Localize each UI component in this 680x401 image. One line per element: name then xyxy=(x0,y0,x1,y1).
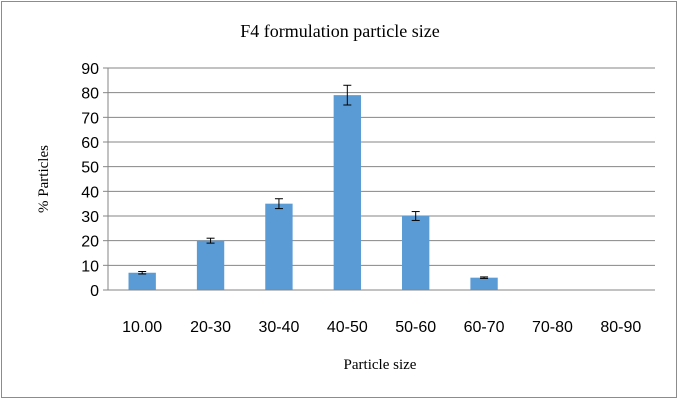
x-tick-label: 20-30 xyxy=(190,319,231,336)
bar xyxy=(196,240,225,290)
gridlines xyxy=(108,67,655,266)
y-tick-label: 50 xyxy=(81,160,99,177)
y-tick-label: 30 xyxy=(81,209,99,226)
y-tick-label: 20 xyxy=(81,234,99,251)
chart-title: F4 formulation particle size xyxy=(240,21,439,41)
bar xyxy=(333,95,361,290)
y-tick-label: 80 xyxy=(81,86,99,103)
error-bar xyxy=(411,211,420,221)
y-tick-label: 90 xyxy=(81,61,99,78)
x-tick-label: 50-60 xyxy=(395,319,436,336)
bars xyxy=(128,84,498,290)
x-tick-label: 60-70 xyxy=(464,319,505,336)
bar xyxy=(470,277,498,290)
bar xyxy=(128,272,156,290)
y-axis-label: % Particles xyxy=(36,145,52,213)
x-tick-label: 80-90 xyxy=(600,319,641,336)
x-tick-label: 70-80 xyxy=(532,319,573,336)
axes: 0 10 20 30 40 50 60 70 80 90 10.00 20-30 30-40 40-50 5… xyxy=(81,61,655,336)
x-tick-label: 30-40 xyxy=(258,319,299,336)
x-tick-label: 40-50 xyxy=(327,319,368,336)
y-tick-label: 10 xyxy=(81,258,99,275)
y-tick-label: 70 xyxy=(81,110,99,127)
error-bar xyxy=(343,84,352,106)
y-tick-label: 40 xyxy=(81,184,99,201)
error-bar xyxy=(138,271,147,275)
bar xyxy=(402,216,430,290)
error-bar xyxy=(206,237,215,244)
error-bar xyxy=(480,276,489,279)
error-bar xyxy=(274,198,283,210)
bar xyxy=(265,203,293,290)
x-tick-label: 10.00 xyxy=(122,319,162,336)
x-axis-label: Particle size xyxy=(344,357,417,373)
y-tick-label: 60 xyxy=(81,135,99,152)
y-tick-label: 0 xyxy=(90,283,99,300)
